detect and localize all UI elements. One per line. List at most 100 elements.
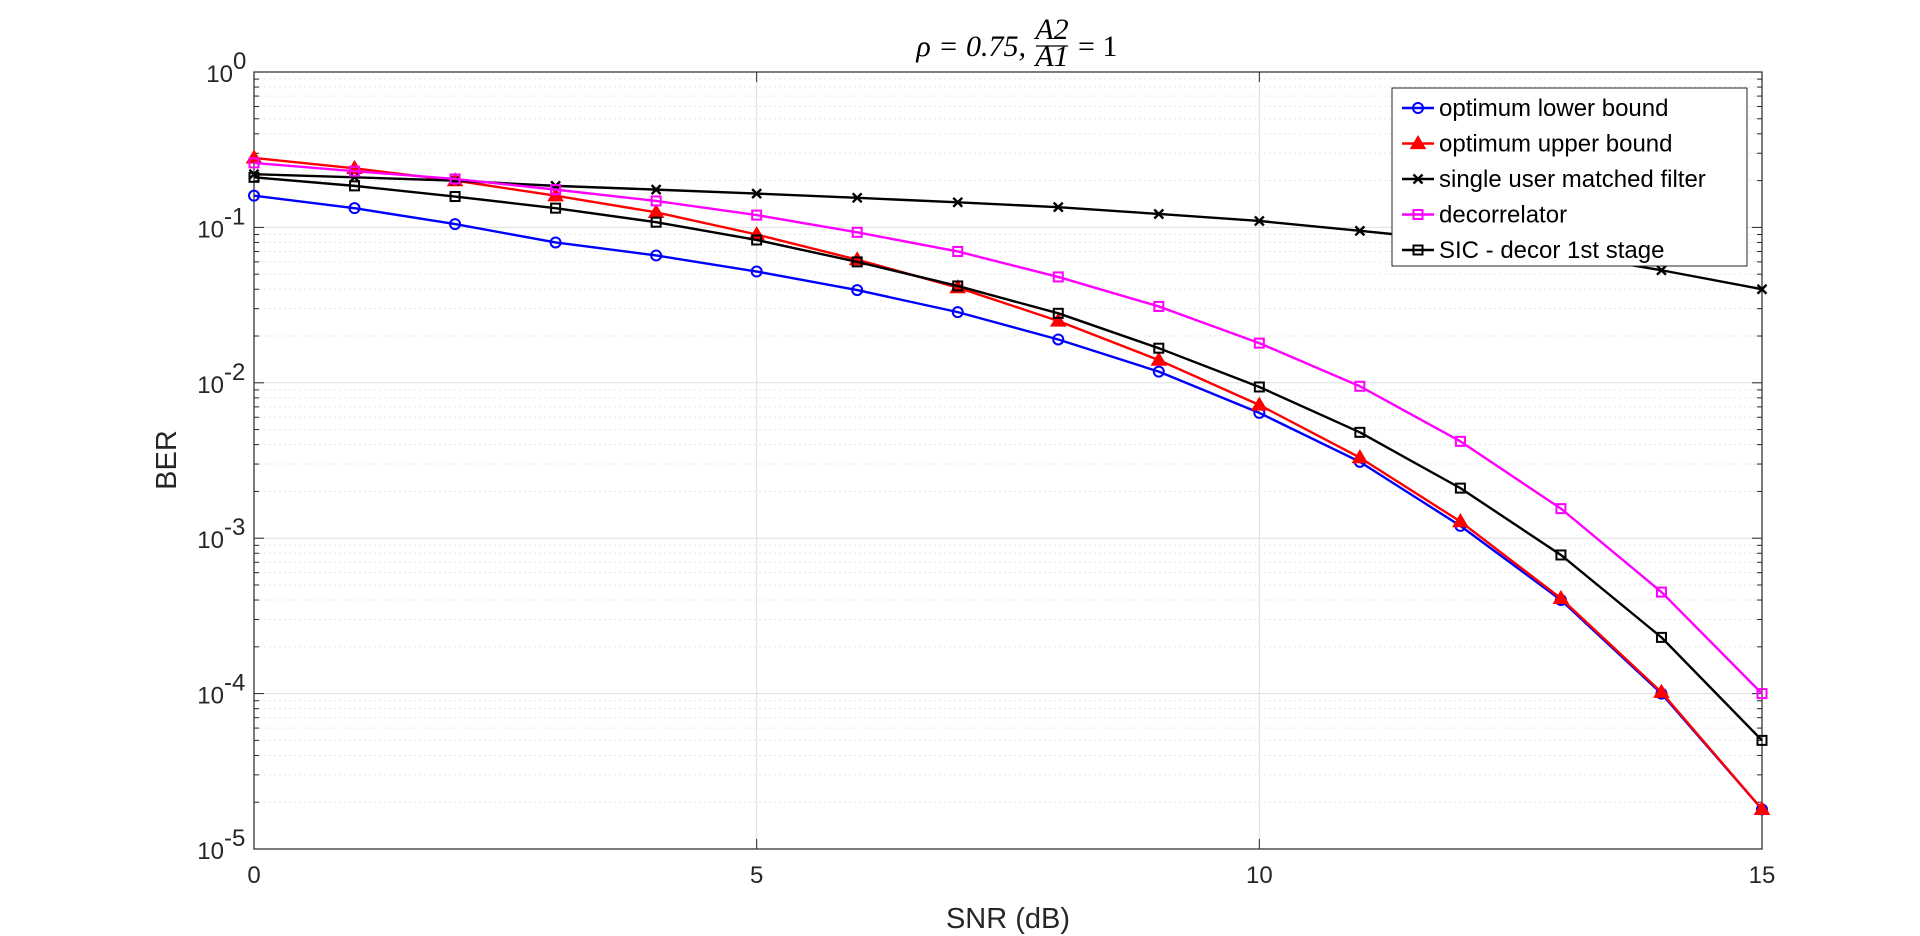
legend-box — [1391, 87, 1748, 267]
y-tick-label: 10 -2 — [197, 359, 245, 399]
data-point — [449, 173, 461, 185]
data-point — [851, 226, 863, 238]
data-point — [449, 218, 462, 231]
y-tick-label-exponent: -2 — [224, 359, 245, 386]
series-line — [253, 176, 1763, 742]
data-point — [1049, 312, 1067, 327]
data-point — [248, 157, 260, 169]
data-point — [650, 195, 662, 207]
y-tick-label-exponent: -1 — [224, 203, 245, 230]
data-point — [1756, 283, 1768, 295]
data-point — [1153, 300, 1165, 312]
title-frac-denominator: A1 — [1033, 40, 1068, 73]
chart-title: ρ = 0.75, A2 A1 = 1 — [915, 13, 1117, 73]
legend-label: optimum upper bound — [1439, 131, 1672, 158]
data-point — [1552, 589, 1570, 605]
marker-stroke — [1153, 208, 1165, 220]
series-sic-decor-1st-stage — [248, 171, 1768, 746]
data-point — [1253, 337, 1265, 349]
legend-marker — [1409, 135, 1427, 150]
y-tick-label-base: 10 — [197, 216, 224, 243]
data-point — [1452, 513, 1469, 528]
legend-label: SIC - decor 1st stage — [1439, 237, 1664, 264]
data-point — [349, 171, 360, 183]
data-point — [952, 280, 964, 292]
data-point — [1354, 225, 1366, 237]
legend-marker — [1412, 102, 1424, 114]
data-point — [1354, 426, 1366, 438]
data-point — [1756, 734, 1768, 746]
legend-entry: single user matched filter — [1402, 166, 1706, 193]
data-point — [1152, 365, 1165, 378]
data-point — [549, 236, 562, 249]
series-line — [253, 161, 1763, 695]
y-tick-label-exponent: 0 — [233, 48, 246, 75]
plot-frame — [253, 71, 1763, 850]
legend-marker — [1412, 244, 1424, 256]
data-point — [349, 180, 361, 192]
y-tick-label: 10 0 — [206, 48, 246, 88]
data-point — [1753, 800, 1771, 815]
y-tick-label: 10 -1 — [197, 203, 245, 243]
title-frac-numerator: A2 — [1033, 13, 1068, 46]
data-point — [650, 216, 662, 228]
data-point — [348, 202, 361, 215]
y-tick-label-base: 10 — [197, 683, 224, 710]
tick-marks — [253, 71, 1763, 850]
data-point — [349, 165, 361, 177]
legend-label: decorrelator — [1439, 202, 1567, 229]
y-tick-label-base: 10 — [197, 838, 224, 865]
data-point — [1150, 351, 1168, 366]
data-point — [1153, 342, 1165, 354]
legend-entry: decorrelator — [1402, 202, 1567, 229]
title-suffix: = 1 — [1078, 30, 1117, 63]
series-line — [253, 156, 1763, 811]
y-tick-label-base: 10 — [197, 372, 224, 399]
data-point — [952, 245, 964, 257]
x-tick-labels: 0 5 10 15 — [247, 862, 1775, 889]
data-point — [1351, 449, 1369, 464]
marker-stroke — [650, 184, 662, 195]
x-tick-label: 15 — [1749, 862, 1776, 889]
data-point — [1052, 201, 1064, 213]
marker-stroke — [851, 192, 863, 204]
y-axis-label: BER — [151, 430, 183, 490]
data-point — [650, 249, 663, 262]
marker-stroke — [1354, 225, 1366, 237]
data-point — [851, 256, 863, 268]
title-prefix: ρ = 0.75, — [915, 30, 1026, 63]
data-point — [851, 284, 864, 297]
y-tick-label-base: 10 — [197, 527, 224, 554]
data-point — [750, 265, 763, 278]
data-point — [952, 196, 964, 208]
marker-stroke — [349, 171, 360, 183]
marker-stroke — [751, 188, 763, 199]
data-point — [550, 202, 562, 214]
data-point — [1354, 380, 1366, 392]
y-tick-label: 10 -5 — [197, 825, 245, 865]
marker-stroke — [1756, 283, 1768, 295]
legend-entry: SIC - decor 1st stage — [1402, 237, 1664, 264]
legend-label: single user matched filter — [1439, 166, 1706, 193]
data-point — [1454, 482, 1466, 494]
data-point — [1253, 215, 1265, 227]
data-point — [851, 192, 863, 204]
legend: optimum lower bound optimum upper bound si… — [1391, 87, 1748, 267]
x-tick-label: 0 — [247, 862, 260, 889]
data-point — [1253, 381, 1265, 393]
y-tick-label: 10 -3 — [197, 514, 245, 554]
legend-entry: optimum upper bound — [1402, 131, 1672, 158]
data-point — [1756, 688, 1768, 700]
data-point — [1153, 208, 1165, 220]
data-point — [951, 306, 964, 319]
y-tick-label-base: 10 — [206, 61, 233, 88]
legend-marker — [1412, 209, 1424, 220]
marker-stroke — [1656, 264, 1667, 276]
data-point — [1653, 683, 1670, 698]
data-point — [1052, 307, 1064, 319]
data-point — [248, 171, 260, 183]
legend-entry: optimum lower bound — [1402, 95, 1668, 122]
x-tick-label: 10 — [1246, 862, 1273, 889]
legend-marker — [1412, 173, 1424, 185]
y-tick-label-exponent: -5 — [224, 825, 245, 852]
